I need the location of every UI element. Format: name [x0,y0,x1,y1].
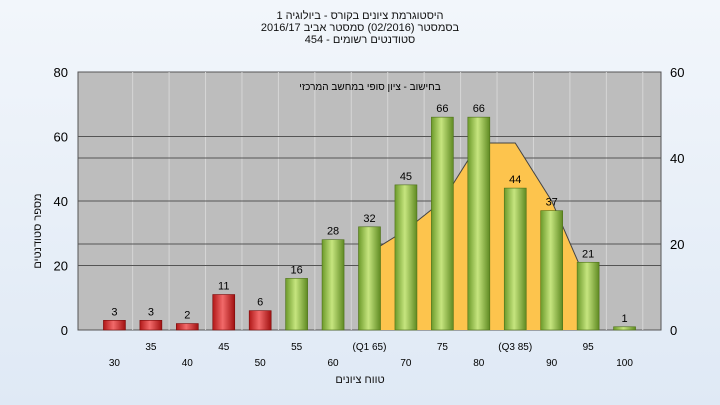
bar-value-label: 3 [111,306,117,318]
bar [503,187,527,331]
bar [394,184,418,331]
chart-title: היסטוגרמת ציונים בקורס - ביולוגיה 1 [276,10,444,22]
bar-value-label: 21 [582,248,594,260]
y-tick-label: 60 [54,130,68,145]
x-tick-label: (Q1 65) [353,342,387,353]
bar-value-label: 6 [257,297,263,309]
x-tick-label: 55 [291,342,303,353]
x-tick-label: 90 [546,358,558,369]
x-tick-label: 30 [109,358,121,369]
bar-value-label: 66 [473,103,485,115]
chart-subtitle-students: סטודנטים רשומים - 454 [304,34,416,46]
bar [431,116,454,331]
x-tick-label: 60 [328,358,340,369]
x-tick-label: 45 [218,342,230,353]
bar-value-label: 28 [327,226,339,238]
bar [540,210,563,331]
bar [176,323,199,331]
bar [285,278,308,331]
bar-value-label: 32 [363,213,375,225]
bar-value-label: 66 [436,103,448,115]
bar [321,239,345,331]
x-tick-label: 95 [583,342,595,353]
bar [358,226,381,331]
y-tick-label: 40 [54,194,68,209]
bar-value-label: 11 [218,281,229,293]
bar-value-label: 16 [291,264,303,276]
chart-title-block: היסטוגרמת ציונים בקורס - ביולוגיה 1 בסמס… [0,10,720,46]
y-axis-label: מספר סטודנטים [32,193,44,269]
x-tick-label: 70 [400,358,412,369]
y2-tick-label: 20 [670,237,684,252]
x-axis-label: טווח ציונים [335,374,385,386]
curve-label: בחישוב - ציון סופי במחשב המרכזי [299,82,440,93]
y2-tick-label: 40 [670,151,684,166]
x-tick-label: (Q3 85) [498,342,532,353]
x-tick-label: 80 [473,358,485,369]
bar-value-label: 3 [148,306,154,318]
y-tick-label: 20 [54,259,68,274]
bar-value-label: 1 [622,313,628,325]
x-tick-label: 50 [255,358,267,369]
bar [576,261,600,331]
y-tick-label: 80 [54,65,68,80]
bar-value-label: 44 [509,174,521,186]
chart-subtitle-semester: בסמסטר (02/2016) סמסטר אביב 2016/17 [260,22,460,34]
bar-value-label: 2 [184,310,190,322]
y2-tick-label: 60 [670,65,684,80]
bar [467,116,491,331]
bar [613,326,636,331]
bar [212,294,236,331]
x-tick-label: 75 [437,342,449,353]
y-tick-label: 0 [61,323,68,338]
bar [139,320,163,331]
x-tick-label: 40 [182,358,194,369]
x-tick-label: 35 [145,342,157,353]
x-tick-label: 100 [616,358,633,369]
bar-value-label: 37 [546,197,558,209]
bar-value-label: 45 [400,171,412,183]
bar [103,320,126,331]
bar [248,310,272,331]
y2-tick-label: 0 [670,323,677,338]
